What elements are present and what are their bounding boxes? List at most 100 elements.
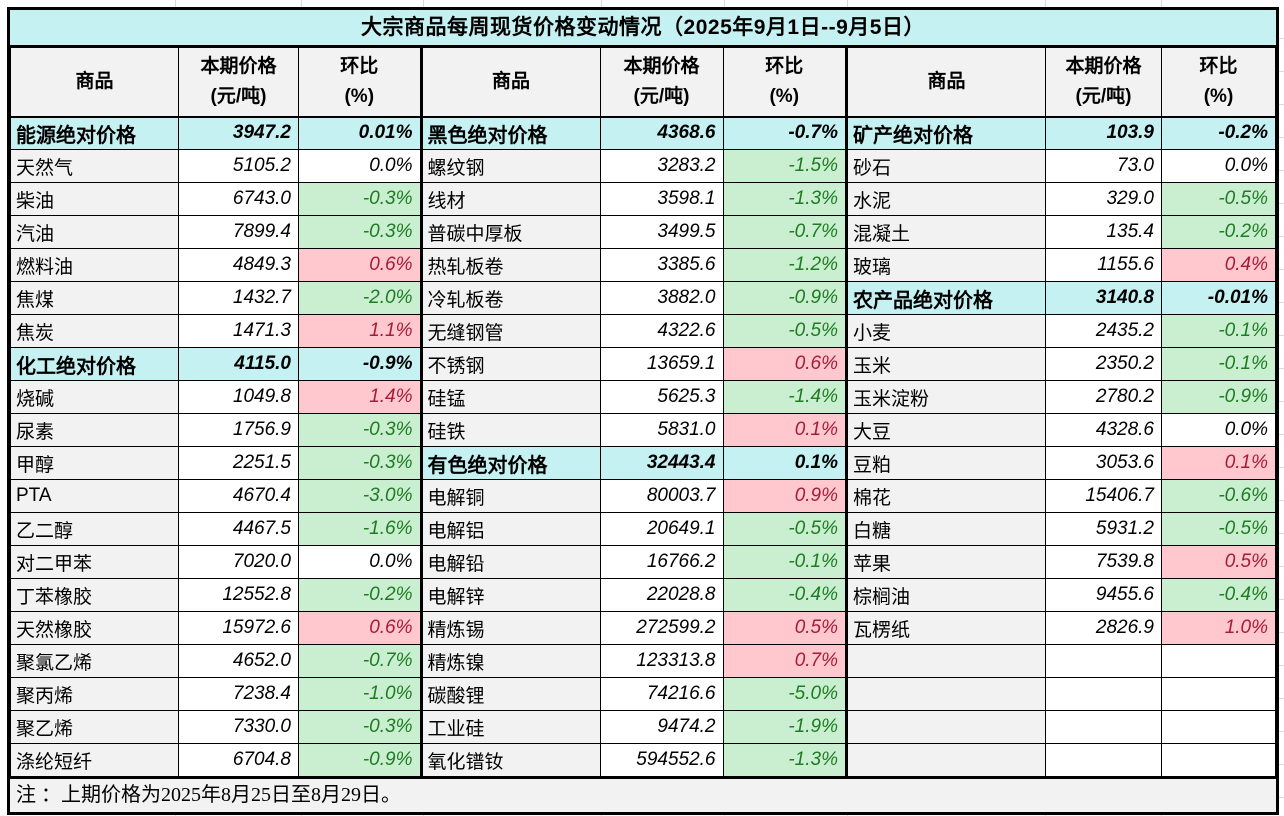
pct-change-cell[interactable]: -1.4%	[722, 380, 847, 414]
pct-change-cell[interactable]: -0.5%	[722, 314, 847, 348]
commodity-cell[interactable]: 无缝钢管	[421, 314, 601, 348]
commodity-cell[interactable]: 甲醇	[10, 446, 179, 480]
price-cell[interactable]: 9474.2	[599, 710, 724, 744]
pct-change-cell[interactable]: -0.9%	[298, 347, 421, 381]
pct-change-cell[interactable]: -1.0%	[298, 677, 421, 711]
commodity-cell[interactable]: 精炼锡	[421, 611, 601, 645]
pct-change-cell[interactable]: 0.01%	[298, 116, 421, 150]
commodity-cell[interactable]: 砂石	[847, 149, 1046, 183]
price-cell[interactable]: 3385.6	[599, 248, 724, 282]
commodity-cell[interactable]: 螺纹钢	[421, 149, 601, 183]
price-cell[interactable]: 1756.9	[178, 413, 299, 447]
commodity-cell[interactable]: 线材	[421, 182, 601, 216]
price-cell[interactable]: 4670.4	[178, 479, 299, 513]
commodity-cell[interactable]: 乙二醇	[10, 512, 179, 546]
pct-change-cell[interactable]: -0.1%	[722, 545, 847, 579]
commodity-cell[interactable]: 小麦	[847, 314, 1046, 348]
price-cell[interactable]: 80003.7	[599, 479, 724, 513]
price-cell[interactable]: 32443.4	[599, 446, 724, 480]
commodity-cell[interactable]: 烧碱	[10, 380, 179, 414]
pct-change-cell[interactable]: -0.4%	[722, 578, 847, 612]
commodity-cell[interactable]: 黑色绝对价格	[421, 116, 601, 150]
price-cell[interactable]: 16766.2	[599, 545, 724, 579]
price-cell[interactable]: 74216.6	[599, 677, 724, 711]
pct-change-cell[interactable]: -0.7%	[298, 644, 421, 678]
commodity-cell[interactable]: 燃料油	[10, 248, 179, 282]
price-cell[interactable]: 7899.4	[178, 215, 299, 249]
pct-change-cell[interactable]: -0.4%	[1161, 578, 1276, 612]
price-cell[interactable]: 7238.4	[178, 677, 299, 711]
price-cell[interactable]: 1471.3	[178, 314, 299, 348]
pct-change-cell[interactable]: -0.2%	[1161, 215, 1276, 249]
pct-change-cell[interactable]: -0.7%	[722, 116, 847, 150]
commodity-cell[interactable]: 聚丙烯	[10, 677, 179, 711]
commodity-cell[interactable]: 普碳中厚板	[421, 215, 601, 249]
commodity-cell[interactable]: 有色绝对价格	[421, 446, 601, 480]
price-cell[interactable]: 3053.6	[1045, 446, 1162, 480]
pct-change-cell[interactable]: 0.9%	[722, 479, 847, 513]
pct-change-cell[interactable]: -0.3%	[298, 215, 421, 249]
price-cell[interactable]: 123313.8	[599, 644, 724, 678]
commodity-cell[interactable]: 不锈钢	[421, 347, 601, 381]
commodity-cell[interactable]: 汽油	[10, 215, 179, 249]
price-cell[interactable]: 1155.6	[1045, 248, 1162, 282]
price-cell[interactable]: 6743.0	[178, 182, 299, 216]
commodity-cell[interactable]: 大豆	[847, 413, 1046, 447]
price-cell[interactable]: 7330.0	[178, 710, 299, 744]
pct-change-cell[interactable]: -0.9%	[722, 281, 847, 315]
pct-change-cell[interactable]: -1.5%	[722, 149, 847, 183]
commodity-cell[interactable]: 工业硅	[421, 710, 601, 744]
pct-change-cell[interactable]: 0.1%	[722, 446, 847, 480]
commodity-cell[interactable]: 水泥	[847, 182, 1046, 216]
commodity-cell[interactable]: 涤纶短纤	[10, 743, 179, 777]
price-cell[interactable]: 12552.8	[178, 578, 299, 612]
commodity-cell[interactable]: 电解铅	[421, 545, 601, 579]
pct-change-cell[interactable]: -0.3%	[298, 413, 421, 447]
price-cell[interactable]: 3283.2	[599, 149, 724, 183]
commodity-cell[interactable]: 丁苯橡胶	[10, 578, 179, 612]
price-cell[interactable]: 73.0	[1045, 149, 1162, 183]
pct-change-cell[interactable]: -0.5%	[1161, 182, 1276, 216]
price-cell[interactable]: 1049.8	[178, 380, 299, 414]
price-cell[interactable]: 4849.3	[178, 248, 299, 282]
commodity-cell[interactable]: 冷轧板卷	[421, 281, 601, 315]
price-cell[interactable]: 20649.1	[599, 512, 724, 546]
price-cell[interactable]: 4322.6	[599, 314, 724, 348]
price-cell[interactable]: 3947.2	[178, 116, 299, 150]
price-cell[interactable]: 15406.7	[1045, 479, 1162, 513]
price-cell[interactable]: 9455.6	[1045, 578, 1162, 612]
pct-change-cell[interactable]: -1.2%	[722, 248, 847, 282]
price-cell[interactable]: 2251.5	[178, 446, 299, 480]
pct-change-cell[interactable]: -0.7%	[722, 215, 847, 249]
price-cell[interactable]: 4115.0	[178, 347, 299, 381]
price-cell[interactable]: 13659.1	[599, 347, 724, 381]
commodity-cell[interactable]: 农产品绝对价格	[847, 281, 1046, 315]
price-cell[interactable]: 7539.8	[1045, 545, 1162, 579]
commodity-cell[interactable]: 精炼镍	[421, 644, 601, 678]
price-cell[interactable]: 15972.6	[178, 611, 299, 645]
price-cell[interactable]: 103.9	[1045, 116, 1162, 150]
commodity-cell[interactable]: 焦煤	[10, 281, 179, 315]
pct-change-cell[interactable]: -0.2%	[298, 578, 421, 612]
commodity-cell[interactable]: 碳酸锂	[421, 677, 601, 711]
pct-change-cell[interactable]: -0.01%	[1161, 281, 1276, 315]
pct-change-cell[interactable]: -0.6%	[1161, 479, 1276, 513]
pct-change-cell[interactable]: 0.6%	[722, 347, 847, 381]
price-cell[interactable]: 3598.1	[599, 182, 724, 216]
commodity-cell[interactable]: 矿产绝对价格	[847, 116, 1046, 150]
price-cell[interactable]: 2435.2	[1045, 314, 1162, 348]
price-cell[interactable]: 329.0	[1045, 182, 1162, 216]
commodity-cell[interactable]: 电解铝	[421, 512, 601, 546]
commodity-cell[interactable]: 氧化镨钕	[421, 743, 601, 777]
commodity-cell[interactable]: 尿素	[10, 413, 179, 447]
price-cell[interactable]: 5931.2	[1045, 512, 1162, 546]
commodity-cell[interactable]: 白糖	[847, 512, 1046, 546]
price-cell[interactable]: 2780.2	[1045, 380, 1162, 414]
price-cell[interactable]: 4652.0	[178, 644, 299, 678]
price-cell[interactable]: 2350.2	[1045, 347, 1162, 381]
price-cell[interactable]: 4368.6	[599, 116, 724, 150]
commodity-cell[interactable]: 棕榈油	[847, 578, 1046, 612]
price-cell[interactable]: 1432.7	[178, 281, 299, 315]
commodity-cell[interactable]: 豆粕	[847, 446, 1046, 480]
pct-change-cell[interactable]: -0.1%	[1161, 314, 1276, 348]
